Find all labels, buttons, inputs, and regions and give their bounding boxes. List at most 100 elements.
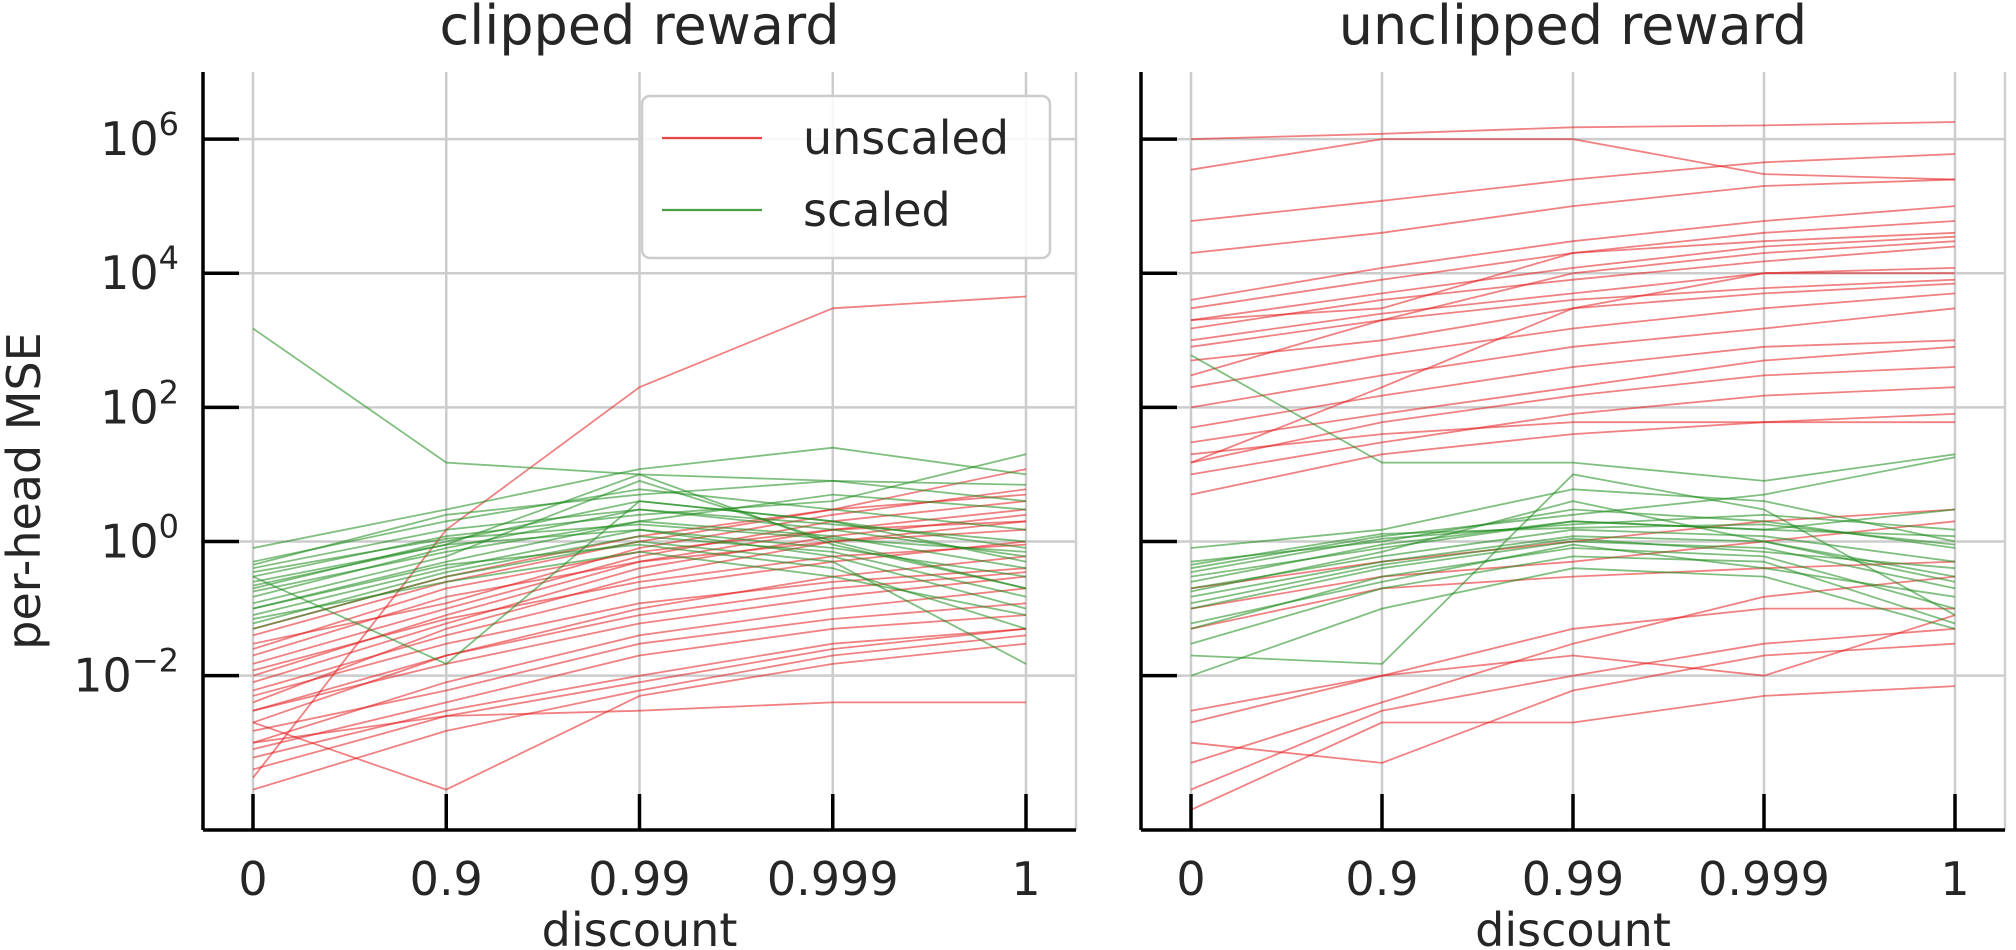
series-line-scaled [1190,513,1956,573]
series-line-scaled [1190,543,1956,625]
series-line-unscaled [252,614,1027,751]
series-line-unscaled [252,701,1026,744]
series-line-scaled [252,523,1027,573]
series-line-scaled [252,528,1027,610]
y-tick-label: 100 [100,508,179,569]
series-line-unscaled [252,587,1027,744]
series-line-unscaled [1190,386,1956,476]
series-line-scaled [1190,540,1956,610]
series-line-unscaled [1190,121,1956,140]
y-tick-label: 102 [100,373,179,434]
series-line-scaled [1190,567,1956,677]
series-line-unscaled [1190,627,1956,791]
series-line-scaled [1190,523,1956,566]
series-line-unscaled [252,571,1027,712]
series-line-unscaled [1190,560,1956,630]
series-line-unscaled [252,642,1027,791]
series-line-unscaled [1190,178,1956,254]
series-line-unscaled [1190,614,1956,712]
x-axis-label: discount [542,903,738,950]
series-line-scaled [1190,537,1956,605]
series-line-unscaled [252,567,1027,697]
series-line-scaled [1190,473,1956,665]
series-line-unscaled [1190,642,1956,764]
chart-title: clipped reward [440,0,840,57]
y-axis-label: per-head MSE [0,332,51,650]
series-line-scaled [252,551,1027,620]
series-line-scaled [252,479,1027,605]
series-line-scaled [252,479,1027,566]
series-line-unscaled [1190,607,1955,724]
series-line-scaled [1190,500,1956,593]
series-line-scaled [252,535,1027,625]
series-line-unscaled [1190,575,1956,764]
series-line-unscaled [252,500,1027,665]
series-line-unscaled [252,543,1027,672]
series-line-scaled [1190,488,1956,549]
series-line-unscaled [252,540,1027,692]
series-line-unscaled [252,627,1027,771]
series-line-scaled [252,493,1027,593]
series-line-scaled [252,473,1027,590]
panel-unclipped-reward: 0 0.9 0.99 0.999 1 unclipped reward discount [1139,0,2007,950]
series-line-unscaled [1190,138,1956,181]
series-line-scaled [1190,456,1956,570]
x-tick-label: 0.999 [767,852,899,906]
x-tick-label: 0 [238,852,267,906]
series-line-unscaled [1190,240,1956,377]
series-line-unscaled [1190,345,1956,444]
series-line-scaled [1190,547,1956,630]
x-tick-label: 0.99 [588,852,690,906]
series-line-unscaled [252,627,1027,759]
series-line-unscaled [1190,413,1956,496]
series-line-unscaled [1190,153,1956,222]
x-tick-label: 0.9 [410,852,483,906]
legend-box [640,94,1052,260]
x-tick-label: 1 [1940,852,1969,906]
series-line-unscaled [252,528,1027,657]
series-line-unscaled [252,634,1027,791]
series-line-unscaled [1190,278,1956,348]
series-line-unscaled [1190,520,1956,610]
x-tick-label: 0.9 [1345,852,1418,906]
x-axis-label: discount [1475,903,1671,950]
series-line-unscaled [1190,231,1956,321]
series-line-unscaled [252,555,1027,724]
x-tick-label: 0 [1176,852,1205,906]
series-line-scaled [252,488,1027,563]
legend: unscaled scaled [640,94,1052,260]
chart-title: unclipped reward [1339,0,1807,57]
series-line-scaled [1190,535,1956,598]
y-tick-label: 10−2 [73,642,179,703]
series-line-unscaled [1190,685,1956,811]
series-line-scaled [252,508,1027,570]
series-line-unscaled [252,513,1027,684]
series-line-unscaled [1190,235,1956,321]
y-tick-label: 104 [100,239,179,300]
series-line-scaled [1190,354,1956,482]
series-line-unscaled [1190,307,1956,409]
series-line-scaled [1190,555,1956,645]
series-line-unscaled [1190,292,1956,389]
x-tick-label: 0.999 [1698,852,1830,906]
series-line-scaled [1190,508,1956,583]
series-line-unscaled [1190,421,1955,456]
series-line-unscaled [1190,245,1956,330]
series-line-scaled [1190,508,1956,563]
series-line-unscaled [1190,272,1955,464]
series-line-unscaled [1190,267,1956,342]
series-line-scaled [252,446,1027,549]
x-tick-label: 1 [1011,852,1040,906]
panel-clipped-reward: 0 0.9 0.99 0.999 1 10−2 100 102 104 106 clipped re… [0,0,1078,950]
series-line-unscaled [1190,366,1956,464]
series-line-unscaled [252,602,1027,732]
series-line-unscaled [252,295,1027,779]
series-line-unscaled [1190,205,1956,301]
legend-label-scaled: scaled [803,183,951,237]
legend-label-unscaled: unscaled [803,111,1009,165]
series-line-scaled [252,543,1027,630]
series-line-unscaled [1190,339,1956,429]
x-tick-label: 0.99 [1522,852,1624,906]
y-tick-label: 106 [100,105,179,166]
